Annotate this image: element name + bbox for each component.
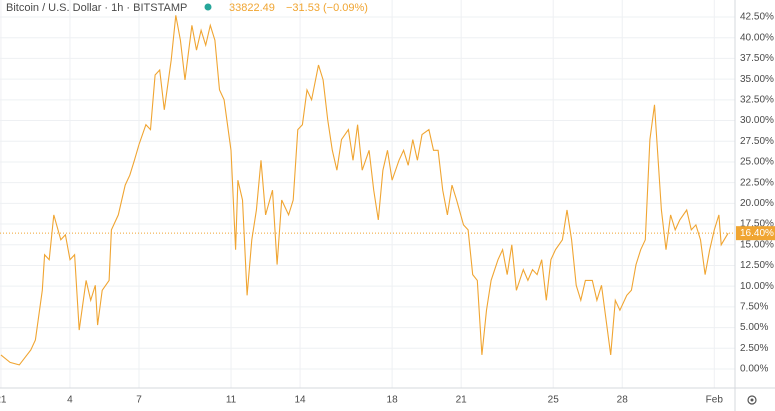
- x-tick-label: 28: [617, 395, 629, 406]
- x-tick-label: Feb: [706, 395, 724, 406]
- y-tick-label: 27.50%: [740, 136, 774, 147]
- last-value-label: 16.40%: [740, 228, 774, 239]
- x-tick-label: 7: [136, 395, 142, 406]
- y-tick-label: 17.50%: [740, 219, 774, 230]
- price-line: [0, 15, 729, 366]
- y-tick-label: 12.50%: [740, 260, 774, 271]
- y-tick-label: 22.50%: [740, 177, 774, 188]
- y-tick-label: 35.00%: [740, 74, 774, 85]
- status-dot: [204, 3, 212, 11]
- y-tick-label: 32.50%: [740, 94, 774, 105]
- x-tick-label: 14: [295, 395, 307, 406]
- x-tick-label: 4: [67, 395, 73, 406]
- y-tick-label: 15.00%: [740, 239, 774, 250]
- y-tick-label: 10.00%: [740, 281, 774, 292]
- y-tick-label: 7.50%: [740, 302, 768, 313]
- x-tick-label: 25: [548, 395, 560, 406]
- y-tick-label: 37.50%: [740, 53, 774, 64]
- x-tick-label: 21: [0, 395, 7, 406]
- x-tick-label: 11: [226, 395, 237, 406]
- y-tick-label: 40.00%: [740, 32, 774, 43]
- y-tick-label: 42.50%: [740, 12, 774, 23]
- gear-center: [750, 398, 754, 402]
- gear-ring: [747, 395, 757, 405]
- change: −31.53 (−0.09%): [286, 2, 368, 14]
- y-tick-label: 25.00%: [740, 157, 774, 168]
- y-tick-label: 5.00%: [740, 322, 768, 333]
- last-value-box: [736, 226, 775, 241]
- y-tick-label: 2.50%: [740, 343, 768, 354]
- x-tick-label: 18: [387, 395, 399, 406]
- x-tick-label: 21: [456, 395, 468, 406]
- symbol: Bitcoin / U.S. Dollar · 1h · BITSTAMP: [6, 2, 187, 14]
- y-tick-label: 20.00%: [740, 198, 774, 209]
- y-tick-label: 30.00%: [740, 115, 774, 126]
- settings-icon[interactable]: [747, 395, 757, 405]
- price: 33822.49: [229, 2, 275, 14]
- y-tick-label: 0.00%: [740, 364, 768, 375]
